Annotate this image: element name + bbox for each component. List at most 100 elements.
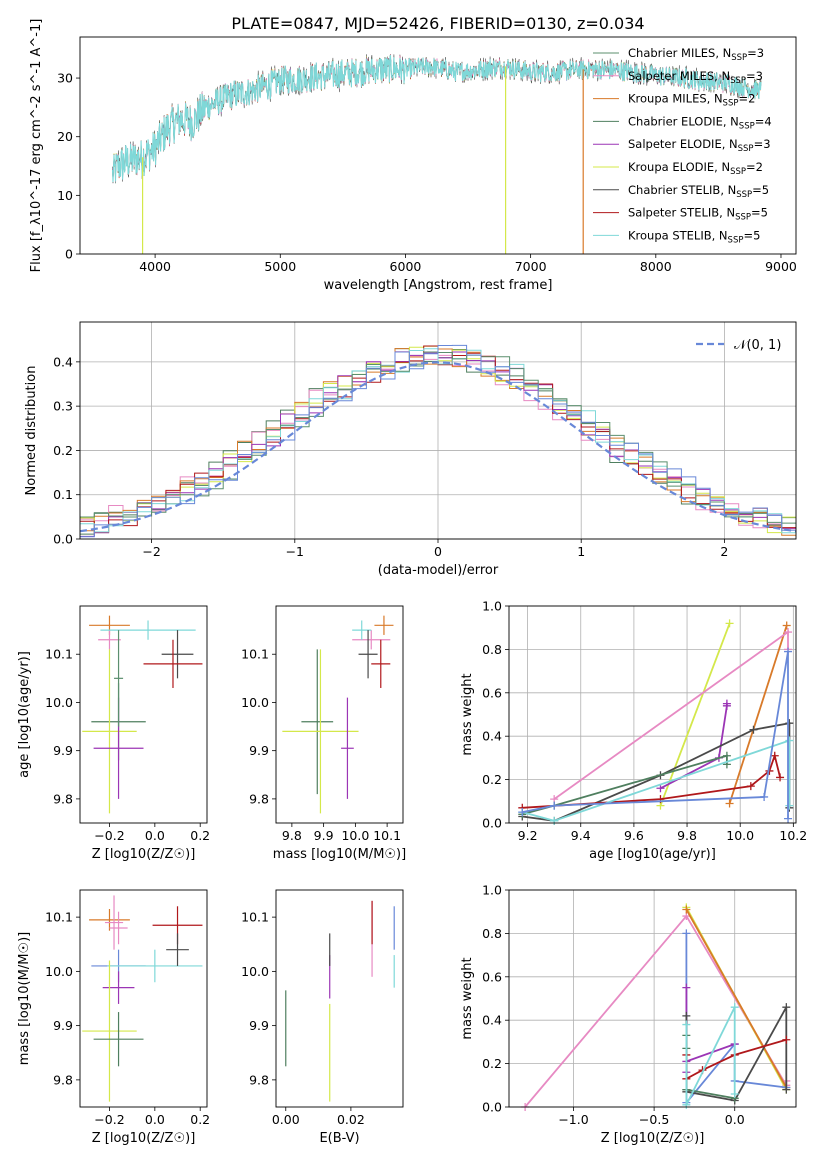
y-tick-label: 30 <box>57 71 73 86</box>
weight-marker-krou_elodie <box>725 619 734 628</box>
x-tick-label: 10.2 <box>779 828 807 843</box>
y-tick-label: 0 <box>65 247 73 262</box>
x-tick-label: 0.02 <box>337 1112 365 1127</box>
panel-mass_weight_vs_age: 9.2 9.4 9.6 9.8 10.0 10.2 0.0 0.2 0.4 0.6 0.8 1.0 ag… <box>460 599 807 863</box>
legend-label-tail: =2 <box>746 160 763 174</box>
plot-area <box>521 903 791 1111</box>
weight-marker-salp_elodie <box>682 983 691 992</box>
legend-label-sub: SSP <box>738 144 754 154</box>
x-tick-label: 6000 <box>390 259 422 274</box>
legend-label-chab_elodie: Chabrier ELODIE, NSSP=4 <box>628 114 772 131</box>
axes-frame <box>508 889 797 1108</box>
y-tick-label: 10 <box>57 188 73 203</box>
legend-label-sub: SSP <box>728 235 744 245</box>
weight-marker-salp_miles <box>784 628 793 637</box>
errorbar-point-salp_miles <box>352 630 391 650</box>
legend-label-krou_elodie: Kroupa ELODIE, NSSP=2 <box>628 160 763 177</box>
weight-marker-krou_stelib <box>682 1100 691 1109</box>
x-tick-label: −1 <box>286 544 304 559</box>
legend-label-chab_stelib: Chabrier STELIB, NSSP=5 <box>628 183 769 200</box>
y-tick-label: 0.1 <box>53 487 73 502</box>
spectrum-line-krou_stelib <box>111 54 762 183</box>
weight-marker-krou_miles <box>782 621 791 630</box>
y-tick-label: 0.2 <box>482 1056 502 1071</box>
legend-label-tail: =3 <box>746 69 763 83</box>
legend-label-chab_miles: Chabrier MILES, NSSP=3 <box>628 46 764 63</box>
y-tick-label: 10.1 <box>241 647 269 662</box>
legend-label-normal: 𝒩(0, 1) <box>734 338 781 353</box>
axes-frame <box>275 889 404 1108</box>
x-tick-label: 0.00 <box>272 1112 300 1127</box>
y-tick-label: 0.0 <box>482 816 502 831</box>
y-axis-label: mass [log10(M/M☉)] <box>17 932 32 1065</box>
y-tick-label: 1.0 <box>482 599 502 614</box>
y-tick-label: 0.2 <box>53 443 73 458</box>
weight-marker-blue_extra <box>518 808 527 817</box>
legend-label-salp_stelib: Salpeter STELIB, NSSP=5 <box>628 206 768 223</box>
y-axis-label: mass weight <box>460 957 475 1039</box>
weight-line-salp_stelib <box>522 752 781 809</box>
x-tick-label: 5000 <box>264 259 296 274</box>
y-tick-label: 0.8 <box>482 642 502 657</box>
legend-label-tail: =2 <box>738 92 755 106</box>
weight-marker-krou_stelib <box>730 1089 739 1098</box>
legend-label-sub: SSP <box>730 76 746 86</box>
weight-marker-salp_stelib <box>770 751 779 760</box>
errorbar-point-salp_miles <box>109 911 128 945</box>
plot-area <box>518 619 794 825</box>
legend-label-main: Chabrier MILES, N <box>628 46 731 60</box>
y-tick-label: 10.1 <box>45 910 73 925</box>
axes-frame <box>508 605 797 824</box>
x-tick-label: 0.2 <box>190 1112 210 1127</box>
errorbar-point-chab_miles <box>114 630 124 727</box>
weight-marker-blue_extra <box>760 792 769 801</box>
y-tick-label: 0.6 <box>482 969 502 984</box>
weight-marker-salp_stelib <box>782 1035 791 1044</box>
x-tick-label: 0.0 <box>725 1112 745 1127</box>
legend-label-krou_miles: Kroupa MILES, NSSP=2 <box>628 92 755 109</box>
errorbar-point-chab_elodie <box>93 1012 144 1067</box>
errorbar-point-chab_stelib <box>358 630 378 679</box>
weight-marker-chab_stelib <box>785 719 794 728</box>
x-tick-label: 9.8 <box>282 828 302 843</box>
x-axis-label: age [log10(age/yr)] <box>589 847 716 862</box>
x-axis-label: Z [log10(Z/Z☉)] <box>92 1131 196 1146</box>
y-tick-label: 9.9 <box>53 1018 73 1033</box>
y-tick-label: 0.6 <box>482 685 502 700</box>
y-tick-label: 9.8 <box>53 1072 73 1087</box>
axes-frame <box>79 605 208 824</box>
y-tick-label: 0.3 <box>53 399 73 414</box>
legend-label-krou_stelib: Kroupa STELIB, NSSP=5 <box>628 228 760 245</box>
y-tick-label: 10.1 <box>241 910 269 925</box>
weight-marker-krou_stelib <box>730 1003 739 1012</box>
y-axis-label: age [log10(age/yr)] <box>17 651 32 778</box>
x-tick-label: 9000 <box>765 259 797 274</box>
legend-label-main: Salpeter ELODIE, N <box>628 137 738 151</box>
weight-marker-chab_stelib <box>749 725 758 734</box>
errorbar-point-krou_stelib <box>107 949 203 983</box>
x-tick-label: 0.0 <box>145 1112 165 1127</box>
figure-title: PLATE=0847, MJD=52426, FIBERID=0130, z=0… <box>231 14 644 33</box>
errorbar-point-krou_elodie <box>82 960 137 1102</box>
x-axis-label: (data-model)/error <box>378 563 499 578</box>
weight-marker-chab_stelib <box>782 1085 791 1094</box>
x-tick-label: 8000 <box>640 259 672 274</box>
weight-marker-krou_stelib <box>785 801 794 810</box>
x-tick-label: 0 <box>434 544 442 559</box>
legend-label-salp_miles: Salpeter MILES, NSSP=3 <box>628 69 763 86</box>
y-tick-label: 10.0 <box>241 964 269 979</box>
weight-line-krou_stelib <box>685 1006 736 1106</box>
weight-marker-blue_extra <box>784 647 793 656</box>
weight-marker-blue_extra <box>682 929 691 938</box>
weight-marker-chab_stelib <box>682 1011 691 1020</box>
axes-frame <box>79 889 208 1108</box>
legend-label-tail: =5 <box>751 206 768 220</box>
panel-mass_vs_ebv: 0.00 0.02 9.8 9.9 10.0 10.1 E(B-V) <box>241 889 404 1146</box>
y-tick-label: 9.9 <box>249 1018 269 1033</box>
weight-line-blue_extra <box>685 933 787 1106</box>
x-tick-label: −0.2 <box>94 1112 124 1127</box>
errorbar-point-salp_miles <box>98 630 121 650</box>
errorbar-point-chab_elodie <box>301 649 334 795</box>
plot-area <box>82 615 203 814</box>
